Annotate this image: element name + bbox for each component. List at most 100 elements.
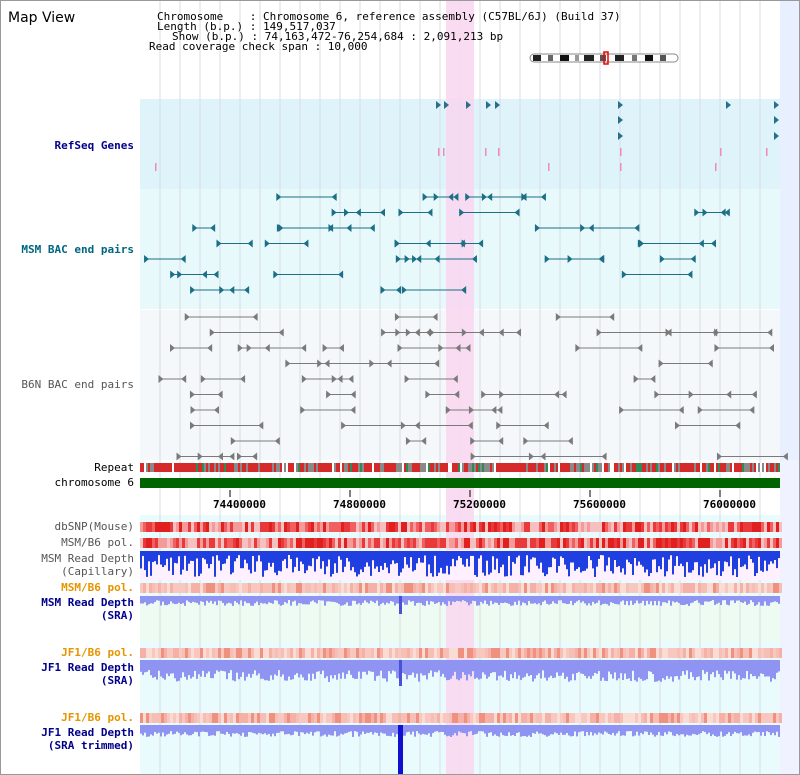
repeat-segment [224, 463, 226, 472]
heat-cell [464, 538, 467, 548]
repeat-segment [596, 463, 598, 472]
depth-bar [682, 551, 684, 567]
track-label-b6n-bac[interactable]: B6N BAC end pairs [21, 378, 134, 391]
depth-bar [674, 596, 676, 603]
bac-end-glyph [230, 437, 236, 445]
depth-bar [640, 725, 642, 733]
depth-bar [522, 596, 524, 603]
gene-tick [548, 163, 550, 171]
heat-cell [608, 583, 611, 593]
depth-bar [378, 596, 380, 606]
heat-cell [605, 648, 608, 658]
track-label-msm-depth-capillary[interactable]: MSM Read Depth [41, 552, 134, 565]
bac-end-glyph [782, 452, 788, 461]
heat-cell [170, 538, 173, 548]
heat-cell [626, 713, 629, 723]
heat-cell [737, 583, 740, 593]
track-label-jf1-b6-pol-1[interactable]: JF1/B6 pol. [61, 646, 134, 659]
depth-bar [676, 725, 678, 734]
bac-end-glyph [650, 375, 656, 383]
depth-bar [712, 596, 714, 601]
depth-bar [316, 551, 318, 560]
heat-cell [203, 522, 206, 532]
depth-bar [302, 596, 304, 605]
heat-cell [497, 713, 500, 723]
track-label-jf1-b6-pol-2[interactable]: JF1/B6 pol. [61, 711, 134, 724]
track-label-jf1-depth-trimmed-sub: (SRA trimmed) [47, 739, 134, 752]
repeat-segment [576, 463, 578, 472]
repeat-segment [548, 463, 550, 472]
bac-end-glyph [414, 421, 420, 430]
track-label-refseq[interactable]: RefSeq Genes [54, 139, 134, 152]
heat-cell [527, 538, 530, 548]
heat-cell [497, 583, 500, 593]
depth-bar [498, 725, 500, 737]
repeat-segment [194, 463, 196, 472]
bac-end-glyph [540, 193, 546, 201]
track-label-msm-bac[interactable]: MSM BAC end pairs [21, 243, 134, 256]
heat-cell [599, 583, 602, 593]
depth-bar [520, 596, 522, 606]
repeat-segment [324, 463, 326, 472]
depth-bar [688, 660, 690, 679]
track-label-chromosome[interactable]: chromosome 6 [54, 476, 134, 489]
depth-bar [444, 660, 446, 678]
heat-cell [206, 713, 209, 723]
heat-cell [497, 538, 500, 548]
heat-cell [494, 538, 497, 548]
heat-cell [335, 538, 338, 548]
track-label-msm-b6-pol-1[interactable]: MSM/B6 pol. [61, 536, 134, 549]
repeat-segment [260, 463, 262, 472]
depth-bar [778, 551, 780, 559]
depth-bar [180, 551, 182, 575]
repeat-segment [262, 463, 264, 472]
heat-cell [338, 713, 341, 723]
track-label-jf1-depth-sra[interactable]: JF1 Read Depth [41, 661, 134, 674]
heat-cell [749, 648, 752, 658]
heat-cell [251, 522, 254, 532]
bac-end-glyph [561, 390, 567, 399]
heat-cell [494, 648, 497, 658]
depth-bar [158, 660, 160, 671]
heat-cell [155, 522, 158, 532]
heat-cell [674, 538, 677, 548]
heat-cell [668, 583, 671, 593]
track-label-dbsnp[interactable]: dbSNP(Mouse) [54, 520, 134, 533]
heat-cell [749, 713, 752, 723]
repeat-segment [156, 463, 158, 472]
depth-bar [742, 596, 744, 603]
heat-cell [632, 648, 635, 658]
heat-cell [716, 583, 719, 593]
heat-cell [278, 648, 281, 658]
heat-cell [176, 538, 179, 548]
track-label-repeat[interactable]: Repeat [94, 461, 134, 474]
track-label-msm-depth-sra[interactable]: MSM Read Depth [41, 596, 134, 609]
heat-cell [677, 583, 680, 593]
heat-cell [755, 713, 758, 723]
depth-bar [560, 596, 562, 601]
depth-bar [680, 596, 682, 605]
depth-bar [452, 596, 454, 602]
depth-bar [726, 725, 728, 735]
depth-bar [754, 660, 756, 677]
depth-bar [766, 660, 768, 677]
heat-cell [452, 648, 455, 658]
depth-bar [554, 725, 556, 733]
depth-bar [352, 596, 354, 601]
heat-cell [767, 538, 770, 548]
heat-cell [392, 583, 395, 593]
heat-cell [407, 648, 410, 658]
heat-cell [401, 583, 404, 593]
track-label-msm-b6-pol-2[interactable]: MSM/B6 pol. [61, 581, 134, 594]
depth-bar [452, 551, 454, 559]
track-label-jf1-depth-trimmed[interactable]: JF1 Read Depth [41, 726, 134, 739]
heat-cell [287, 583, 290, 593]
depth-bar [706, 596, 708, 602]
depth-bar [426, 551, 428, 577]
heat-cell [587, 583, 590, 593]
bac-end-glyph [213, 406, 219, 414]
heat-cell [416, 713, 419, 723]
depth-bar [650, 660, 652, 672]
depth-bar [212, 551, 214, 557]
